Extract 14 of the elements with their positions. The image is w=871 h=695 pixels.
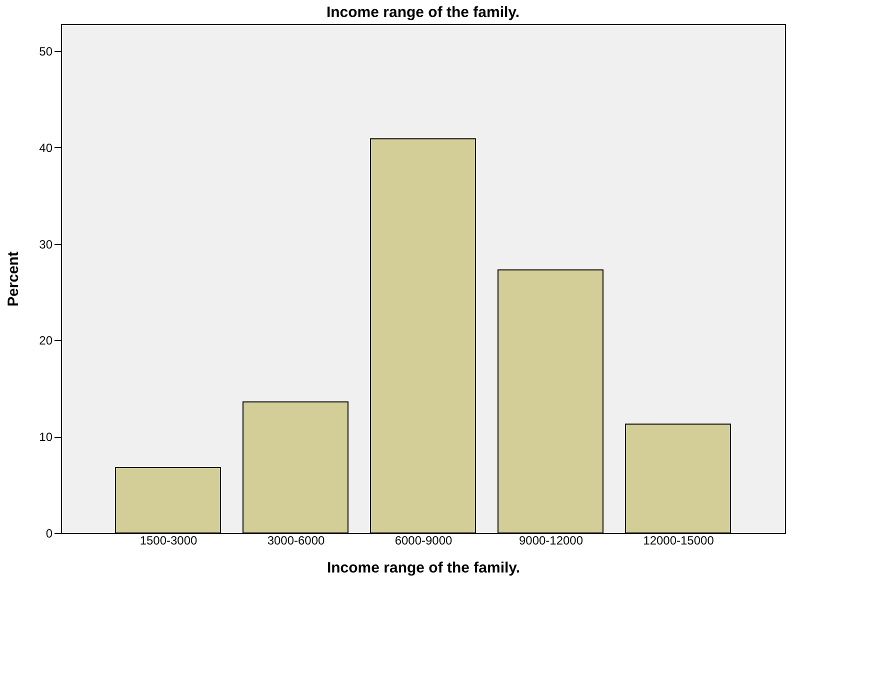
x-tick-label: 1500-3000 <box>140 534 198 548</box>
y-tick-label: 0 <box>46 526 53 540</box>
x-tick-label: 9000-12000 <box>518 534 584 548</box>
y-tick-label: 40 <box>39 140 53 155</box>
x-tick-label: 12000-15000 <box>643 534 714 548</box>
y-tick-label: 20 <box>39 334 53 348</box>
x-axis-title: Income range of the family. <box>326 560 520 576</box>
y-axis-title: Percent <box>5 251 22 307</box>
y-tick-label: 30 <box>39 237 53 252</box>
chart-title: Income range of the family. <box>326 4 520 21</box>
x-tick-label: 6000-9000 <box>394 534 453 548</box>
y-tick-label: 10 <box>39 430 53 444</box>
y-tick-label: 50 <box>39 44 53 58</box>
x-tick-label: 3000-6000 <box>267 534 326 548</box>
